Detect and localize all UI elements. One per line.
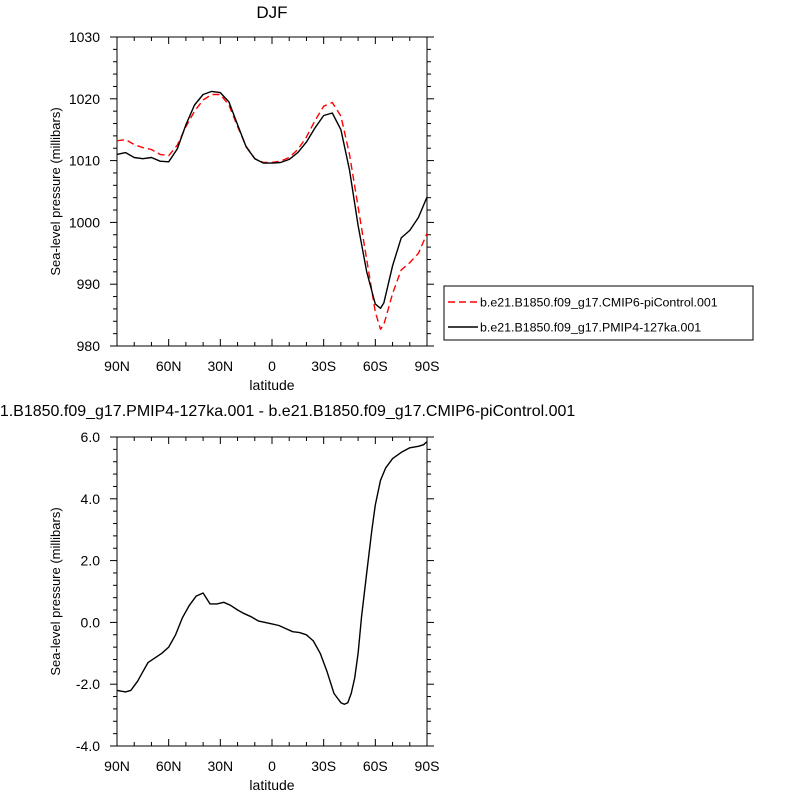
x-tick-label: 60N [156,758,182,774]
legend-entry-1: b.e21.B1850.f09_g17.PMIP4-127ka.001 [480,321,701,335]
y-tick-label: 1000 [69,214,100,230]
x-tick-label: 30N [207,358,233,374]
y-tick-label: 1020 [69,91,100,107]
x-tick-label: 90S [415,358,440,374]
x-tick-label: 90N [104,358,130,374]
y-tick-label: -4.0 [76,738,100,754]
x-tick-label: 30S [311,358,336,374]
x-tick-label: 30N [207,758,233,774]
series-line-0 [116,93,428,330]
legend-entry-0: b.e21.B1850.f09_g17.CMIP6-piControl.001 [480,296,718,310]
y-axis-label: Sea-level pressure (millibars) [48,107,63,275]
x-tick-label: 0 [268,358,276,374]
y-tick-label: 6.0 [81,429,101,445]
y-tick-label: 2.0 [81,553,101,569]
y-tick-label: 4.0 [81,491,101,507]
panel-bottom: b.e21.B1850.f09_g17.PMIP4-127ka.001 - b.… [0,403,575,793]
y-axis-label: Sea-level pressure (millibars) [48,507,63,675]
x-tick-label: 30S [311,758,336,774]
x-tick-label: 90S [415,758,440,774]
series-line-0 [116,441,428,705]
x-tick-label: 90N [104,758,130,774]
y-tick-label: -2.0 [76,676,100,692]
x-tick-label: 60S [363,358,388,374]
y-tick-label: 1030 [69,29,100,45]
y-tick-label: 1010 [69,153,100,169]
x-tick-label: 60S [363,758,388,774]
x-tick-label: 60N [156,358,182,374]
panel-top: DJF 90N 60N 30N 0 30S 60S 90S 980 990 1000 1010 1020… [48,3,439,393]
y-tick-label: 0.0 [81,614,101,630]
series-line-1 [116,90,428,309]
legend-box [443,285,754,341]
y-tick-label: 990 [77,276,101,292]
legend: b.e21.B1850.f09_g17.CMIP6-piControl.001b… [443,285,754,341]
chart-title: b.e21.B1850.f09_g17.PMIP4-127ka.001 - b.… [0,403,575,420]
x-axis-label: latitude [249,777,294,793]
x-tick-label: 0 [268,758,276,774]
plot-frame [116,36,428,347]
y-tick-label: 980 [77,338,101,354]
chart-title: DJF [256,3,287,22]
x-axis-label: latitude [249,377,294,393]
